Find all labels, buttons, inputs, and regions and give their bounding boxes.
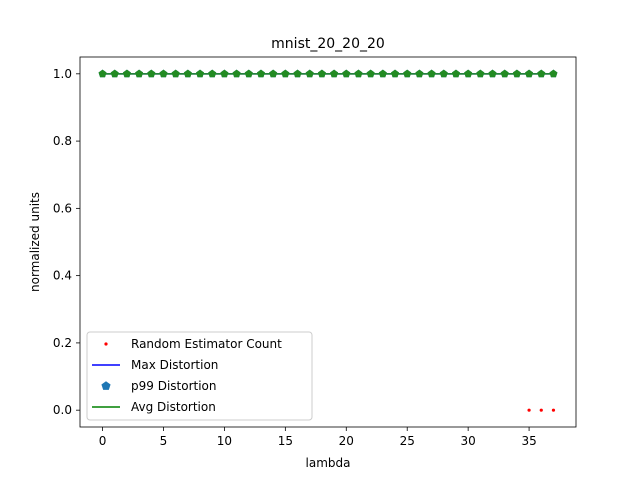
avg-distortion-point <box>391 69 400 78</box>
y-axis-label: normalized units <box>28 192 42 292</box>
avg-distortion-point <box>317 69 326 78</box>
y-tick-label: 0.0 <box>53 403 72 417</box>
x-tick-label: 30 <box>461 434 476 448</box>
chart-title: mnist_20_20_20 <box>271 36 385 52</box>
avg-distortion-point <box>427 69 436 78</box>
y-tick-label: 0.8 <box>53 134 72 148</box>
legend-label-max-distortion: Max Distortion <box>131 358 218 372</box>
axes-frame <box>79 56 577 428</box>
avg-distortion-point <box>110 69 119 78</box>
y-tick-label: 0.6 <box>53 201 72 215</box>
legend-label-p99-distortion: p99 Distortion <box>131 379 217 393</box>
avg-distortion-point <box>122 69 131 78</box>
y-tick-label: 1.0 <box>53 67 72 81</box>
avg-distortion-point <box>476 69 485 78</box>
avg-distortion-point <box>366 69 375 78</box>
avg-distortion-point <box>220 69 229 78</box>
avg-distortion-point <box>305 69 314 78</box>
avg-distortion-point <box>330 69 339 78</box>
x-tick-label: 0 <box>99 434 107 448</box>
legend-swatch-random-estimator-count <box>104 342 108 346</box>
avg-distortion-point <box>293 69 302 78</box>
x-tick-label: 20 <box>339 434 354 448</box>
avg-distortion-point <box>342 69 351 78</box>
x-tick-label: 25 <box>400 434 415 448</box>
avg-distortion-point <box>269 69 278 78</box>
avg-distortion-point <box>232 69 241 78</box>
avg-distortion-point <box>281 69 290 78</box>
x-tick-label: 5 <box>160 434 168 448</box>
avg-distortion-point <box>159 69 168 78</box>
x-axis-label: lambda <box>306 456 351 470</box>
avg-distortion-point <box>451 69 460 78</box>
x-tick-label: 15 <box>278 434 293 448</box>
legend-box <box>86 331 313 421</box>
y-axis-ticks: 0.0 0.2 0.4 0.6 0.8 1.0 <box>53 67 80 417</box>
random-estimator-count-point <box>539 408 543 412</box>
avg-distortion-point <box>537 69 546 78</box>
avg-distortion-point <box>171 69 180 78</box>
random-estimator-count-point <box>551 408 556 412</box>
avg-distortion-point <box>439 69 448 78</box>
x-tick-label: 10 <box>217 434 232 448</box>
avg-distortion-point <box>525 69 534 78</box>
avg-distortion-point <box>135 69 144 78</box>
avg-distortion-point <box>147 69 156 78</box>
y-tick-label: 0.4 <box>53 269 72 283</box>
legend-label-random-estimator-count: Random Estimator Count <box>131 337 282 351</box>
x-tick-label: 35 <box>521 434 536 448</box>
legend-label-avg-distortion: Avg Distortion <box>131 400 216 414</box>
avg-distortion-point <box>378 69 387 78</box>
y-tick-label: 0.2 <box>53 336 72 350</box>
avg-distortion-point <box>403 69 412 78</box>
legend: Random Estimator Count Max Distortion p99 … <box>86 331 313 421</box>
avg-distortion-point <box>196 69 205 78</box>
avg-distortion-point <box>500 69 509 78</box>
avg-distortion-point <box>512 69 521 78</box>
avg-distortion-point <box>488 69 497 78</box>
avg-distortion-point <box>244 69 253 78</box>
avg-distortion-point <box>256 69 265 78</box>
avg-distortion-point <box>549 69 558 78</box>
avg-distortion-point <box>415 69 424 78</box>
x-axis-ticks: 0 5 10 15 20 25 30 35 <box>99 427 537 448</box>
avg-distortion-point <box>183 69 192 78</box>
avg-distortion-point <box>208 69 217 78</box>
avg-distortion-point <box>98 69 107 78</box>
avg-distortion-point <box>354 69 363 78</box>
random-estimator-count-point <box>527 408 531 412</box>
series-layer <box>98 69 558 412</box>
legend-swatch-p99-distortion <box>101 381 111 390</box>
avg-distortion-point <box>464 69 473 78</box>
